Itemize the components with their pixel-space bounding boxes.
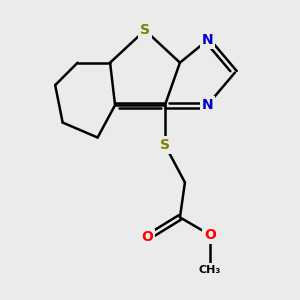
Text: CH₃: CH₃ [199, 265, 221, 275]
Text: N: N [202, 33, 213, 47]
Text: O: O [142, 230, 153, 244]
Text: S: S [160, 138, 170, 152]
Text: S: S [140, 23, 150, 37]
Text: O: O [204, 228, 216, 242]
Text: N: N [202, 98, 213, 112]
